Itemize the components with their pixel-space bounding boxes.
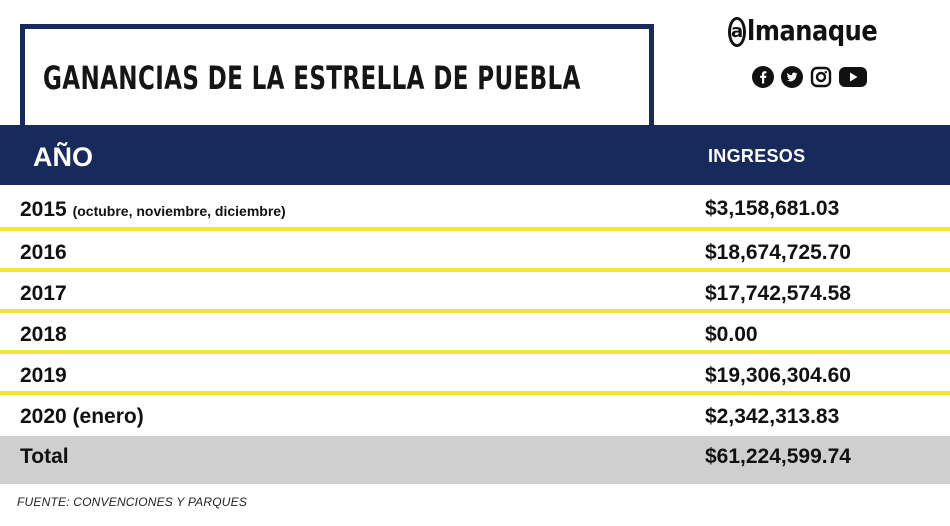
social-links	[752, 66, 867, 88]
twitter-icon[interactable]	[781, 66, 803, 88]
title-box: GANANCIAS DE LA ESTRELLA DE PUEBLA	[20, 24, 654, 125]
total-label: Total	[20, 445, 69, 468]
row-year: 2016	[20, 241, 67, 264]
brand-logo[interactable]: a lmanaque	[728, 14, 890, 47]
at-sign-icon: a	[728, 16, 746, 47]
table-row: 2017 $17,742,574.58	[0, 272, 950, 313]
brand-name: lmanaque	[746, 14, 878, 47]
year-text: 2015	[20, 198, 67, 221]
header-income: INGRESOS	[708, 146, 806, 166]
row-year: 2015 (octubre, noviembre, diciembre)	[20, 198, 286, 222]
total-value: $61,224,599.74	[705, 445, 851, 468]
facebook-icon[interactable]	[752, 66, 774, 88]
table-row: 2016 $18,674,725.70	[0, 231, 950, 272]
row-value: $0.00	[705, 323, 758, 346]
row-value: $3,158,681.03	[705, 197, 840, 220]
youtube-icon[interactable]	[839, 66, 867, 88]
row-value: $17,742,574.58	[705, 282, 851, 305]
row-value: $2,342,313.83	[705, 405, 840, 428]
row-value: $18,674,725.70	[705, 241, 851, 264]
table-row: 2018 $0.00	[0, 313, 950, 354]
table-body: 2015 (octubre, noviembre, diciembre) $3,…	[0, 185, 950, 439]
instagram-icon[interactable]	[810, 66, 832, 88]
year-note: (octubre, noviembre, diciembre)	[72, 203, 286, 219]
table-header: AÑO INGRESOS	[0, 125, 950, 185]
row-year: 2019	[20, 364, 67, 387]
source-note: FUENTE: CONVENCIONES Y PARQUES	[17, 495, 248, 509]
table-row: 2015 (octubre, noviembre, diciembre) $3,…	[0, 185, 950, 231]
row-year: 2017	[20, 282, 67, 305]
table-row: 2020 (enero) $2,342,313.83	[0, 395, 950, 439]
row-year: 2020 (enero)	[20, 405, 144, 428]
page-title: GANANCIAS DE LA ESTRELLA DE PUEBLA	[43, 59, 581, 97]
header-year: AÑO	[33, 142, 93, 172]
table-row: 2019 $19,306,304.60	[0, 354, 950, 395]
total-row: Total $61,224,599.74	[0, 436, 950, 484]
row-year: 2018	[20, 323, 67, 346]
row-value: $19,306,304.60	[705, 364, 851, 387]
brand: a lmanaque	[728, 14, 890, 94]
